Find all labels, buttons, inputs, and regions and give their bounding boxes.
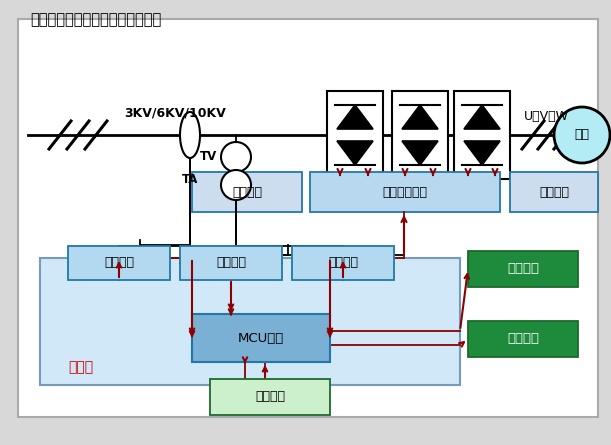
Circle shape (554, 107, 610, 163)
Bar (392, 91, 448, 179)
Polygon shape (464, 105, 500, 129)
Text: U、V、W: U、V、W (524, 110, 569, 124)
Bar (68, 246, 170, 280)
Bar (327, 91, 383, 179)
Polygon shape (464, 141, 500, 165)
Text: TV: TV (200, 150, 217, 163)
Bar (40, 258, 460, 385)
Text: MCU控制: MCU控制 (238, 332, 284, 344)
Text: 显示面板: 显示面板 (255, 391, 285, 404)
Text: 光纤隔离驱动: 光纤隔离驱动 (382, 186, 428, 198)
Text: 均压电路: 均压电路 (232, 186, 262, 198)
Bar (210, 379, 330, 415)
Bar (468, 251, 578, 287)
Text: 电机: 电机 (574, 129, 590, 142)
Bar (192, 314, 330, 362)
Bar (292, 246, 394, 280)
Bar (510, 172, 598, 212)
Ellipse shape (180, 112, 200, 158)
Text: TA: TA (182, 173, 198, 186)
Polygon shape (337, 105, 373, 129)
Polygon shape (402, 105, 438, 129)
Circle shape (221, 170, 251, 200)
Text: 开入开出: 开入开出 (507, 263, 539, 275)
Bar (310, 172, 500, 212)
Text: 3KV/6KV/10KV: 3KV/6KV/10KV (124, 106, 226, 120)
Bar (454, 91, 510, 179)
Text: 阻容电路: 阻容电路 (539, 186, 569, 198)
Text: 高压固态软启动柜的工作原理是：: 高压固态软启动柜的工作原理是： (30, 12, 161, 27)
Polygon shape (402, 141, 438, 165)
Text: 远程通讯: 远程通讯 (507, 332, 539, 345)
Text: 同步检测: 同步检测 (216, 256, 246, 270)
Polygon shape (337, 141, 373, 165)
Text: 控制器: 控制器 (68, 360, 93, 374)
Bar (18, 19, 598, 417)
Bar (180, 246, 282, 280)
Bar (468, 321, 578, 357)
Text: 电流测量: 电流测量 (104, 256, 134, 270)
Bar (192, 172, 302, 212)
Circle shape (221, 142, 251, 172)
Text: 电压测量: 电压测量 (328, 256, 358, 270)
